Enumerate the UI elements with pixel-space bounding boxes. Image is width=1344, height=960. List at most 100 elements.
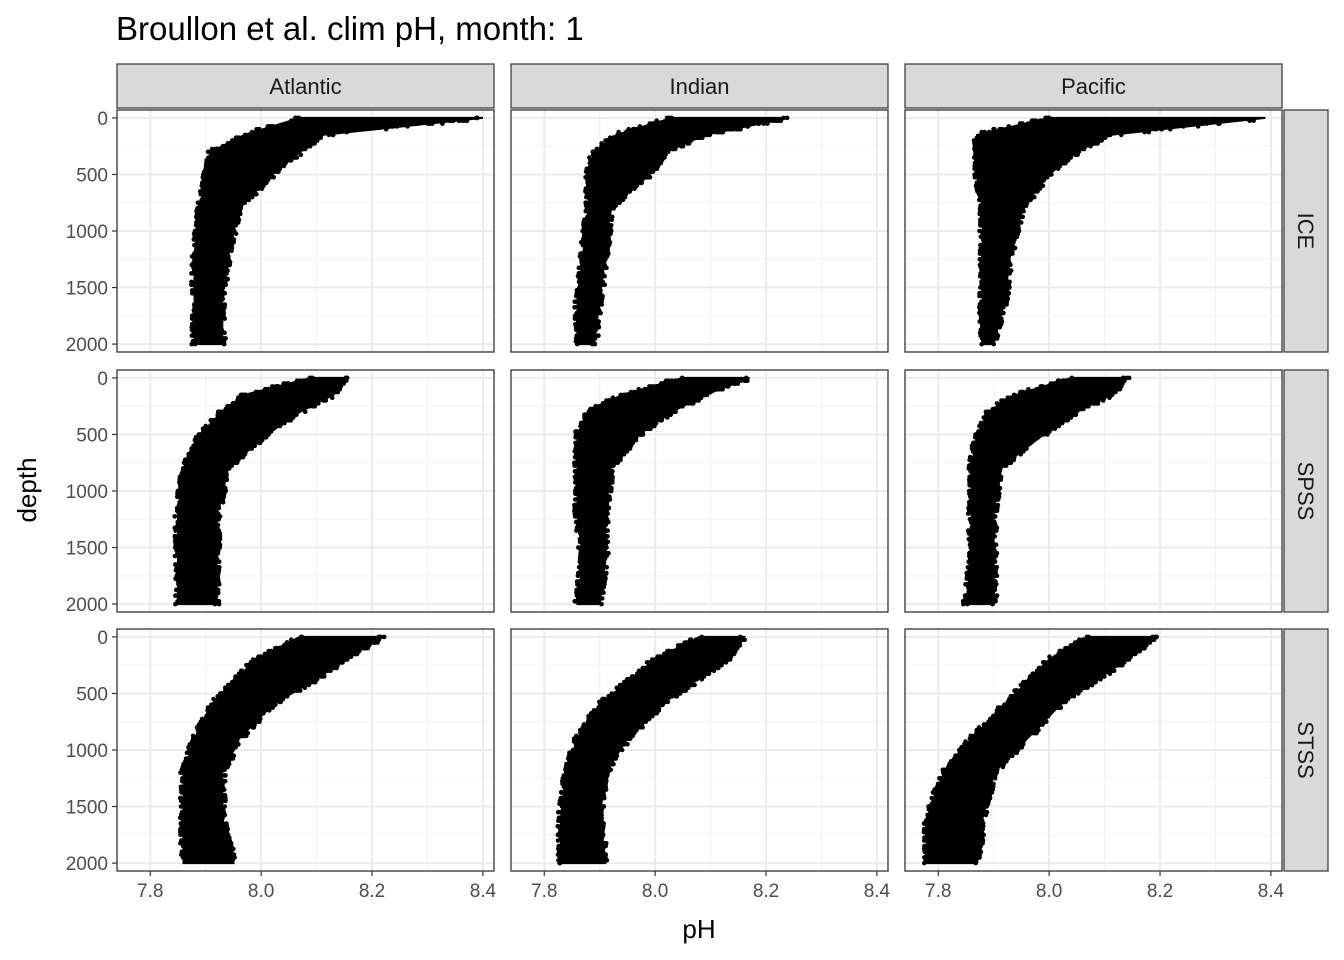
data-point	[743, 378, 749, 384]
data-points	[172, 375, 350, 607]
data-point	[180, 787, 185, 792]
data-point	[984, 801, 990, 807]
data-point	[186, 451, 191, 457]
data-point	[217, 338, 222, 344]
data-point	[599, 146, 604, 152]
data-point	[991, 485, 997, 491]
data-point	[979, 829, 984, 835]
data-point	[603, 775, 609, 781]
data-point	[574, 508, 580, 514]
data-point	[1017, 392, 1022, 398]
data-point	[1053, 654, 1058, 660]
data-point	[586, 713, 592, 719]
data-point	[1107, 395, 1112, 401]
data-point	[1004, 398, 1010, 403]
data-point	[586, 722, 592, 727]
data-point	[248, 660, 254, 665]
data-point	[577, 285, 582, 290]
data-point	[975, 135, 981, 140]
data-point	[599, 812, 604, 818]
data-point	[1121, 657, 1126, 662]
data-point	[660, 381, 666, 386]
data-point	[219, 327, 224, 333]
data-point	[189, 271, 194, 276]
data-point	[173, 587, 179, 593]
data-point	[595, 293, 601, 299]
data-point	[227, 855, 232, 860]
data-point	[577, 499, 582, 505]
data-point	[997, 485, 1003, 491]
data-point	[705, 132, 710, 138]
data-point	[220, 285, 226, 290]
data-point	[338, 660, 344, 665]
data-point	[218, 790, 223, 795]
data-point	[604, 211, 610, 217]
y-tick-label: 1000	[66, 482, 108, 503]
data-point	[257, 129, 263, 135]
y-tick-label: 2000	[66, 595, 108, 616]
data-point	[1041, 660, 1046, 665]
data-point	[966, 499, 972, 505]
data-point	[1095, 401, 1101, 406]
data-point	[966, 553, 972, 559]
data-point	[937, 781, 943, 787]
data-point	[212, 559, 217, 565]
data-point	[1150, 637, 1155, 643]
data-point	[708, 389, 713, 395]
data-point	[178, 485, 183, 491]
data-point	[563, 792, 569, 798]
data-point	[712, 665, 718, 671]
data-point	[214, 508, 219, 514]
data-point	[202, 169, 207, 174]
data-point	[1118, 662, 1123, 668]
data-point	[198, 432, 204, 437]
data-point	[601, 265, 607, 271]
data-point	[173, 528, 178, 533]
data-point	[688, 637, 694, 643]
data-point	[245, 668, 251, 674]
data-point	[994, 497, 999, 502]
data-point	[216, 502, 221, 508]
x-tick-label: 8.0	[1036, 881, 1062, 902]
data-point	[936, 775, 942, 781]
data-point	[242, 200, 247, 205]
data-point	[232, 739, 238, 744]
data-point	[742, 637, 747, 643]
data-point	[1013, 228, 1018, 234]
data-point	[738, 378, 744, 384]
data-point	[556, 809, 561, 815]
data-point	[1004, 293, 1010, 299]
data-point	[1116, 381, 1122, 386]
data-point	[557, 852, 562, 857]
data-point	[211, 696, 216, 702]
data-point	[1000, 290, 1005, 296]
data-point	[597, 784, 603, 790]
data-point	[1065, 158, 1071, 163]
data-point	[977, 166, 983, 172]
data-point	[427, 121, 433, 126]
data-point	[969, 502, 975, 508]
data-point	[464, 118, 470, 123]
data-point	[177, 528, 183, 533]
data-point	[278, 699, 284, 705]
data-point	[331, 665, 337, 671]
data-point	[415, 121, 420, 126]
data-point	[217, 313, 222, 319]
data-point	[217, 545, 223, 550]
data-point	[1032, 194, 1037, 200]
data-point	[221, 798, 226, 804]
data-point	[198, 225, 204, 231]
data-point	[582, 217, 587, 222]
data-point	[1050, 657, 1056, 662]
data-point	[583, 242, 589, 248]
data-point	[737, 643, 742, 648]
data-point	[690, 401, 696, 406]
data-point	[573, 432, 579, 437]
data-point	[625, 736, 631, 742]
y-tick-label: 0	[97, 109, 108, 130]
data-point	[596, 288, 601, 293]
data-point	[978, 245, 984, 251]
data-point	[1063, 696, 1068, 702]
data-point	[225, 254, 231, 259]
data-point	[193, 321, 198, 327]
